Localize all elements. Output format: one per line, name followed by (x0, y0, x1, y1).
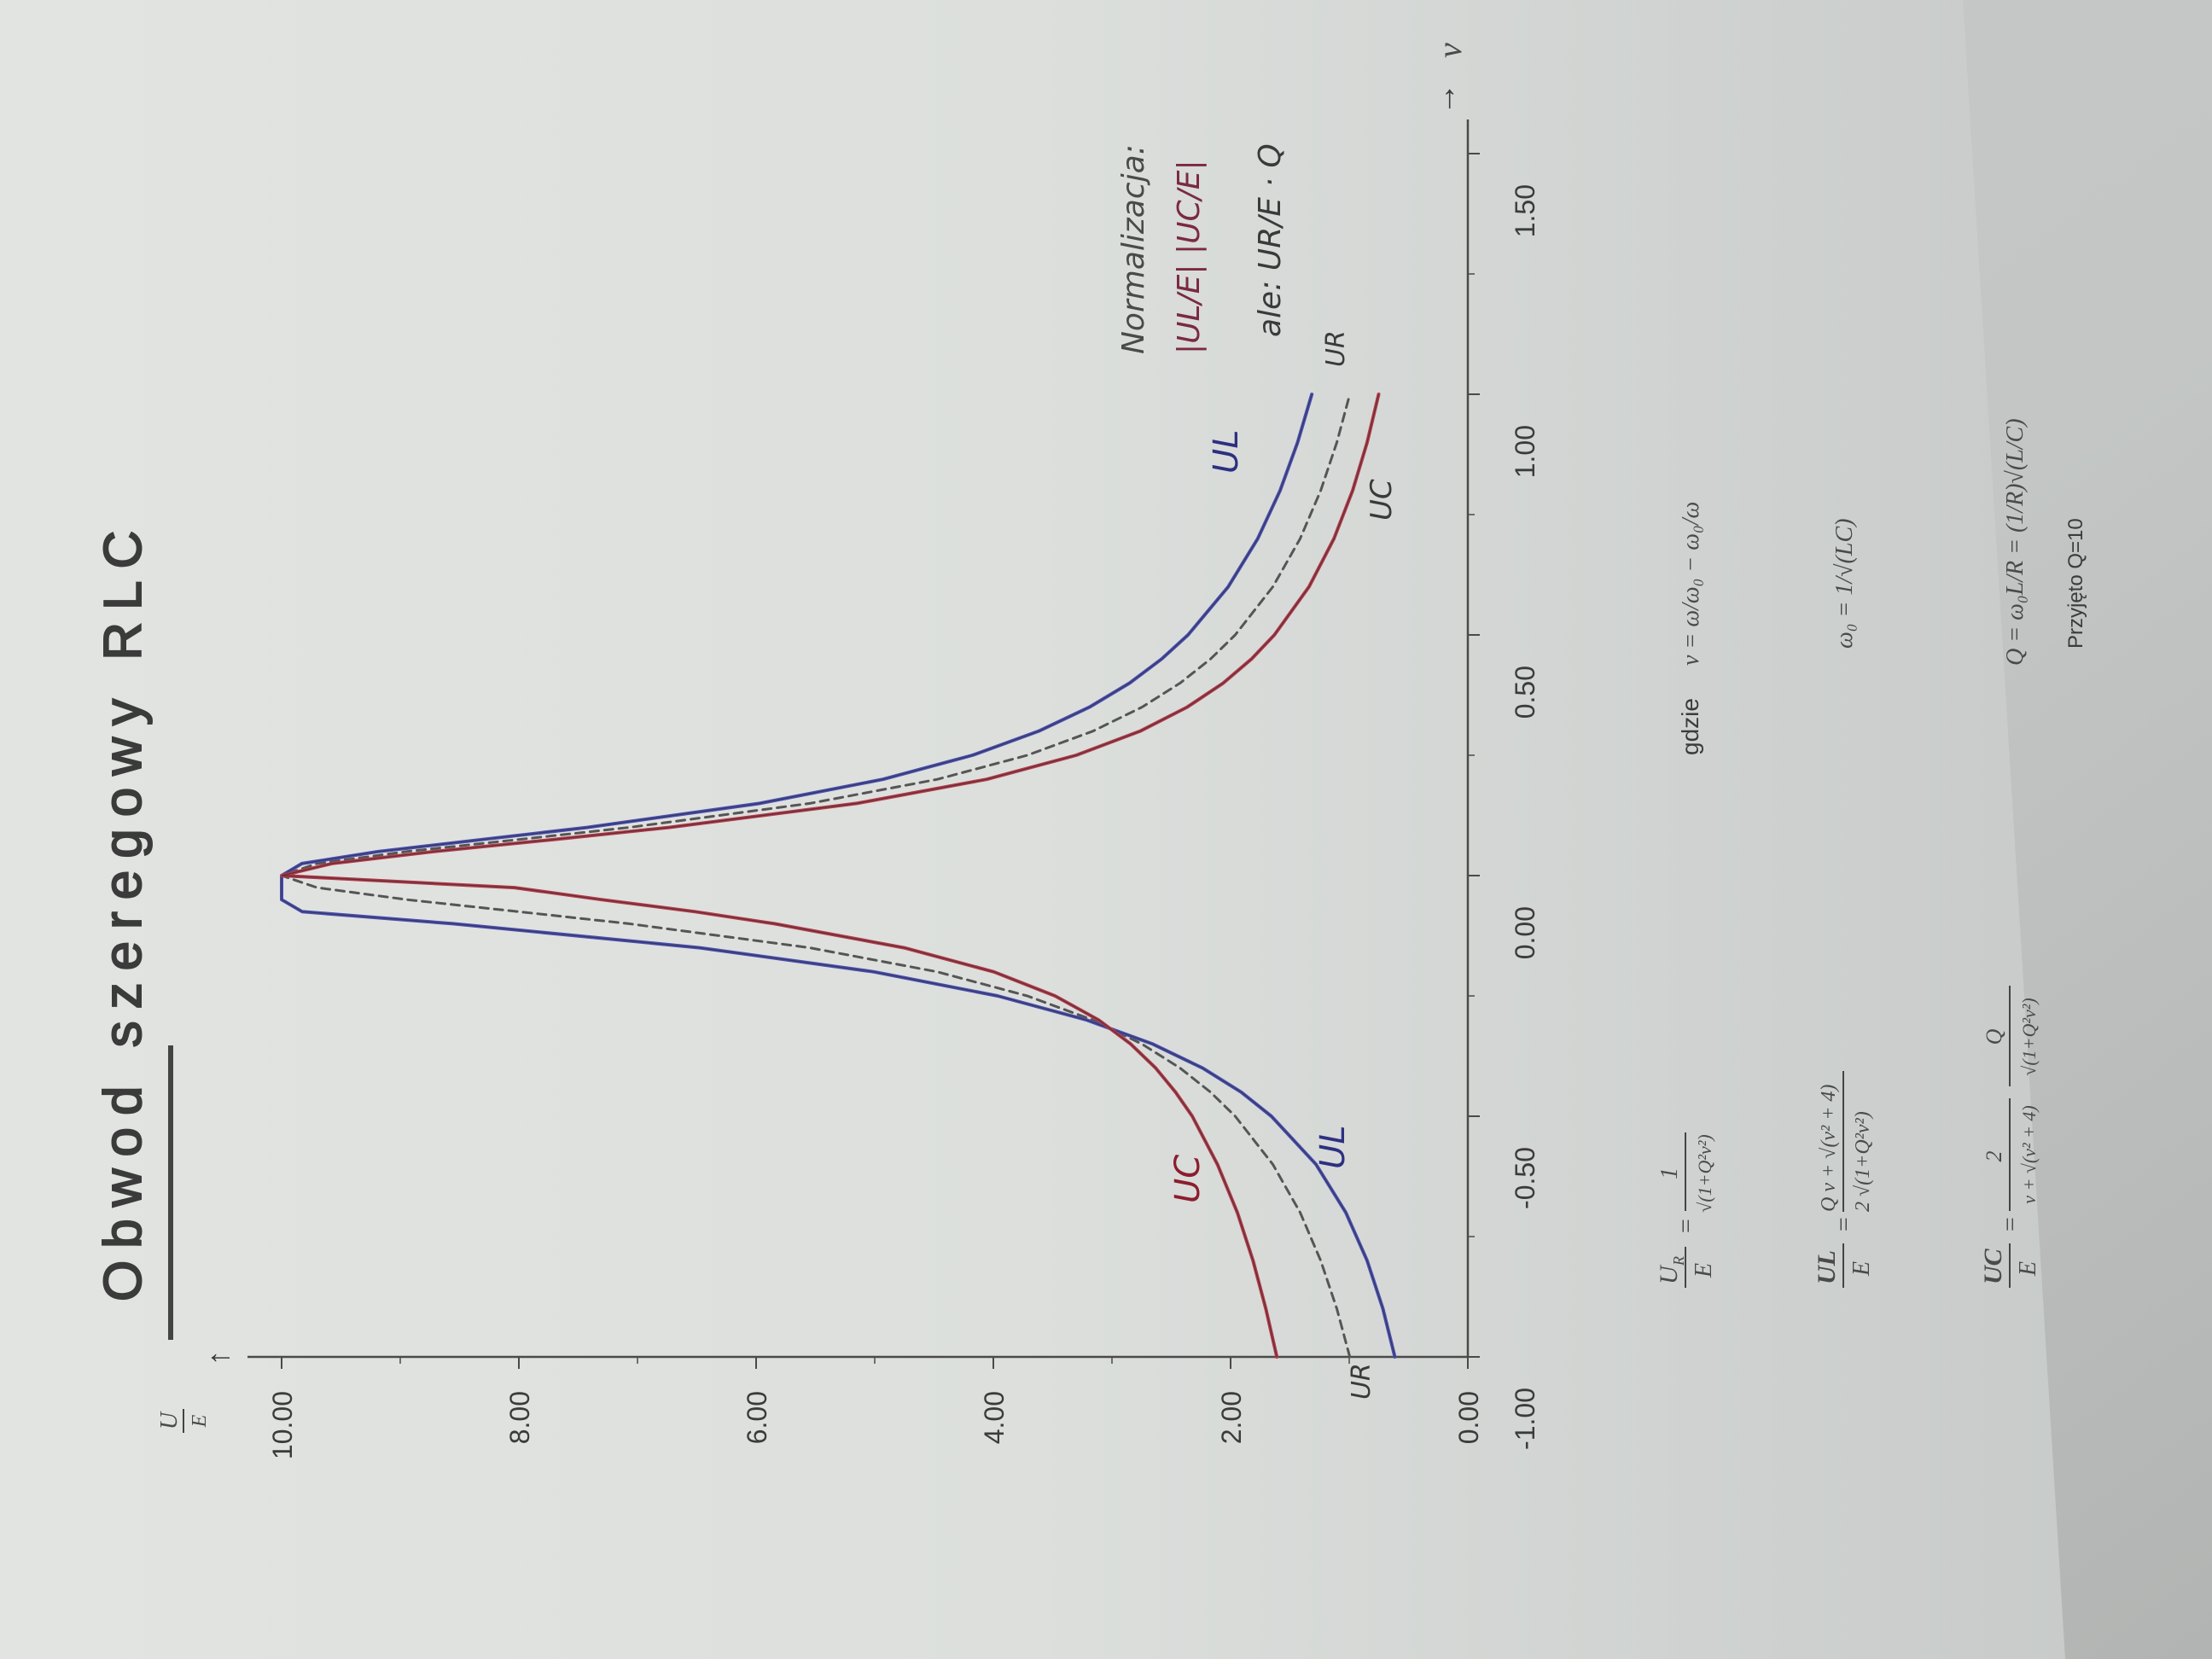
formula-ul-lhs-bottom: E (1848, 1261, 1875, 1277)
formula-uc-lhs-bottom: E (2015, 1261, 2041, 1277)
x-tick-label: 0.50 (1510, 666, 1540, 719)
label-ul-right: UL (1207, 429, 1246, 474)
formula-uc-den-a: ν + √(ν² + 4) (2018, 1105, 2040, 1204)
x-axis-symbol: ν (1430, 43, 1469, 58)
formula-nu-def: ν = ω/ω₀ − ω₀/ω (1678, 502, 1704, 666)
y-tick-label: 6.00 (742, 1391, 772, 1444)
formula-ur-lhs-bottom: E (1691, 1263, 1717, 1278)
label-ul-left: UL (1313, 1125, 1353, 1169)
normalization-note: Normalizacja: |UL/E| |UC/E| ale: UR/E · … (1116, 143, 1288, 354)
series-line-u-r (280, 393, 1352, 1359)
x-tick-label: -1.00 (1510, 1388, 1540, 1450)
formula-ur-num: 1 (1656, 1167, 1683, 1179)
x-tick-label: 0.00 (1510, 906, 1540, 959)
label-ur-left: UR (1347, 1363, 1377, 1400)
formula-ur-lhs-sub: R (1670, 1256, 1687, 1266)
x-tick-label: 1.00 (1510, 425, 1540, 478)
formula-gdzie: gdzie (1677, 698, 1703, 755)
y-tick-label: 8.00 (504, 1391, 535, 1444)
formula-q-def: Q = ω₀L/R = (1/R)√(L/C) (2002, 418, 2029, 666)
formula-uc-den-b: √(1+Q²ν²) (2018, 998, 2040, 1075)
x-axis-arrow: → (1427, 83, 1463, 115)
formula-ur-lhs-top: U (1655, 1264, 1683, 1284)
curves (280, 393, 1397, 1359)
x-tick-label: -0.50 (1510, 1147, 1540, 1209)
formula-uc-num-a: 2 (1982, 1151, 2006, 1162)
formula-omega-def: ω₀ = 1/√(LC) (1831, 519, 1858, 649)
formula-uc: UC E = 2 ν + √(ν² + 4) Q √(1+Q²ν²) (1979, 986, 2041, 1288)
axes (247, 119, 1470, 1359)
y-tick-label: 10.00 (267, 1391, 298, 1459)
page-title: Obwod szeregowy RLC (94, 519, 153, 1301)
y-label-top: U (156, 1411, 183, 1429)
y-label-bottom: E (189, 1414, 211, 1428)
y-tick-label: 2.00 (1216, 1391, 1247, 1444)
x-tick-label: 1.50 (1510, 184, 1540, 237)
note-line-2: |UL/E| |UC/E| (1172, 160, 1207, 354)
note-line-3: ale: UR/E · Q (1253, 143, 1288, 337)
svg-text:=: = (1996, 1216, 2024, 1233)
label-uc-left: UC (1168, 1155, 1208, 1203)
formula-ul-num: Q ν + √(ν² + 4) (1818, 1085, 1840, 1212)
formula-uc-lhs-top: UC (1979, 1248, 2007, 1284)
series-trace-u-c (281, 393, 1380, 1358)
label-uc-right: UC (1365, 479, 1399, 521)
y-axis-arrow: ↑ (201, 1350, 236, 1365)
series-trace-u-l (281, 393, 1396, 1358)
plot-area: 0.00 2.00 4.00 6.00 8.00 10.00 -1.00 -0.50 0.00 0… (247, 119, 1540, 1459)
formula-ur-den: √(1+Q²ν²) (1694, 1134, 1715, 1212)
formula-ul-lhs-top: UL (1813, 1250, 1841, 1284)
series-line-u-c (280, 393, 1381, 1359)
formula-uc-num-b: Q (1982, 1028, 2006, 1045)
y-axis-label: U E (156, 1409, 211, 1433)
note-line-1: Normalizacja: (1116, 144, 1151, 354)
formula-ul-den: 2 √(1+Q²ν²) (1852, 1111, 1874, 1212)
svg-text:=: = (1672, 1218, 1700, 1235)
formula-ul: UL E = Q ν + √(ν² + 4) 2 √(1+Q²ν²) (1813, 1071, 1875, 1288)
y-tick-label: 4.00 (979, 1391, 1010, 1444)
svg-text:=: = (1830, 1216, 1858, 1233)
ticks: 0.00 2.00 4.00 6.00 8.00 10.00 -1.00 -0.50 0.00 0… (267, 153, 1540, 1459)
formula-ur: U R E = 1 √(1+Q²ν²) (1655, 1132, 1717, 1288)
y-tick-label: 0.00 (1453, 1391, 1484, 1444)
formula-q-note: Przyjęto Q=10 (2064, 518, 2087, 649)
series-line-u-l (280, 393, 1397, 1359)
label-ur-right: UR (1321, 330, 1351, 367)
